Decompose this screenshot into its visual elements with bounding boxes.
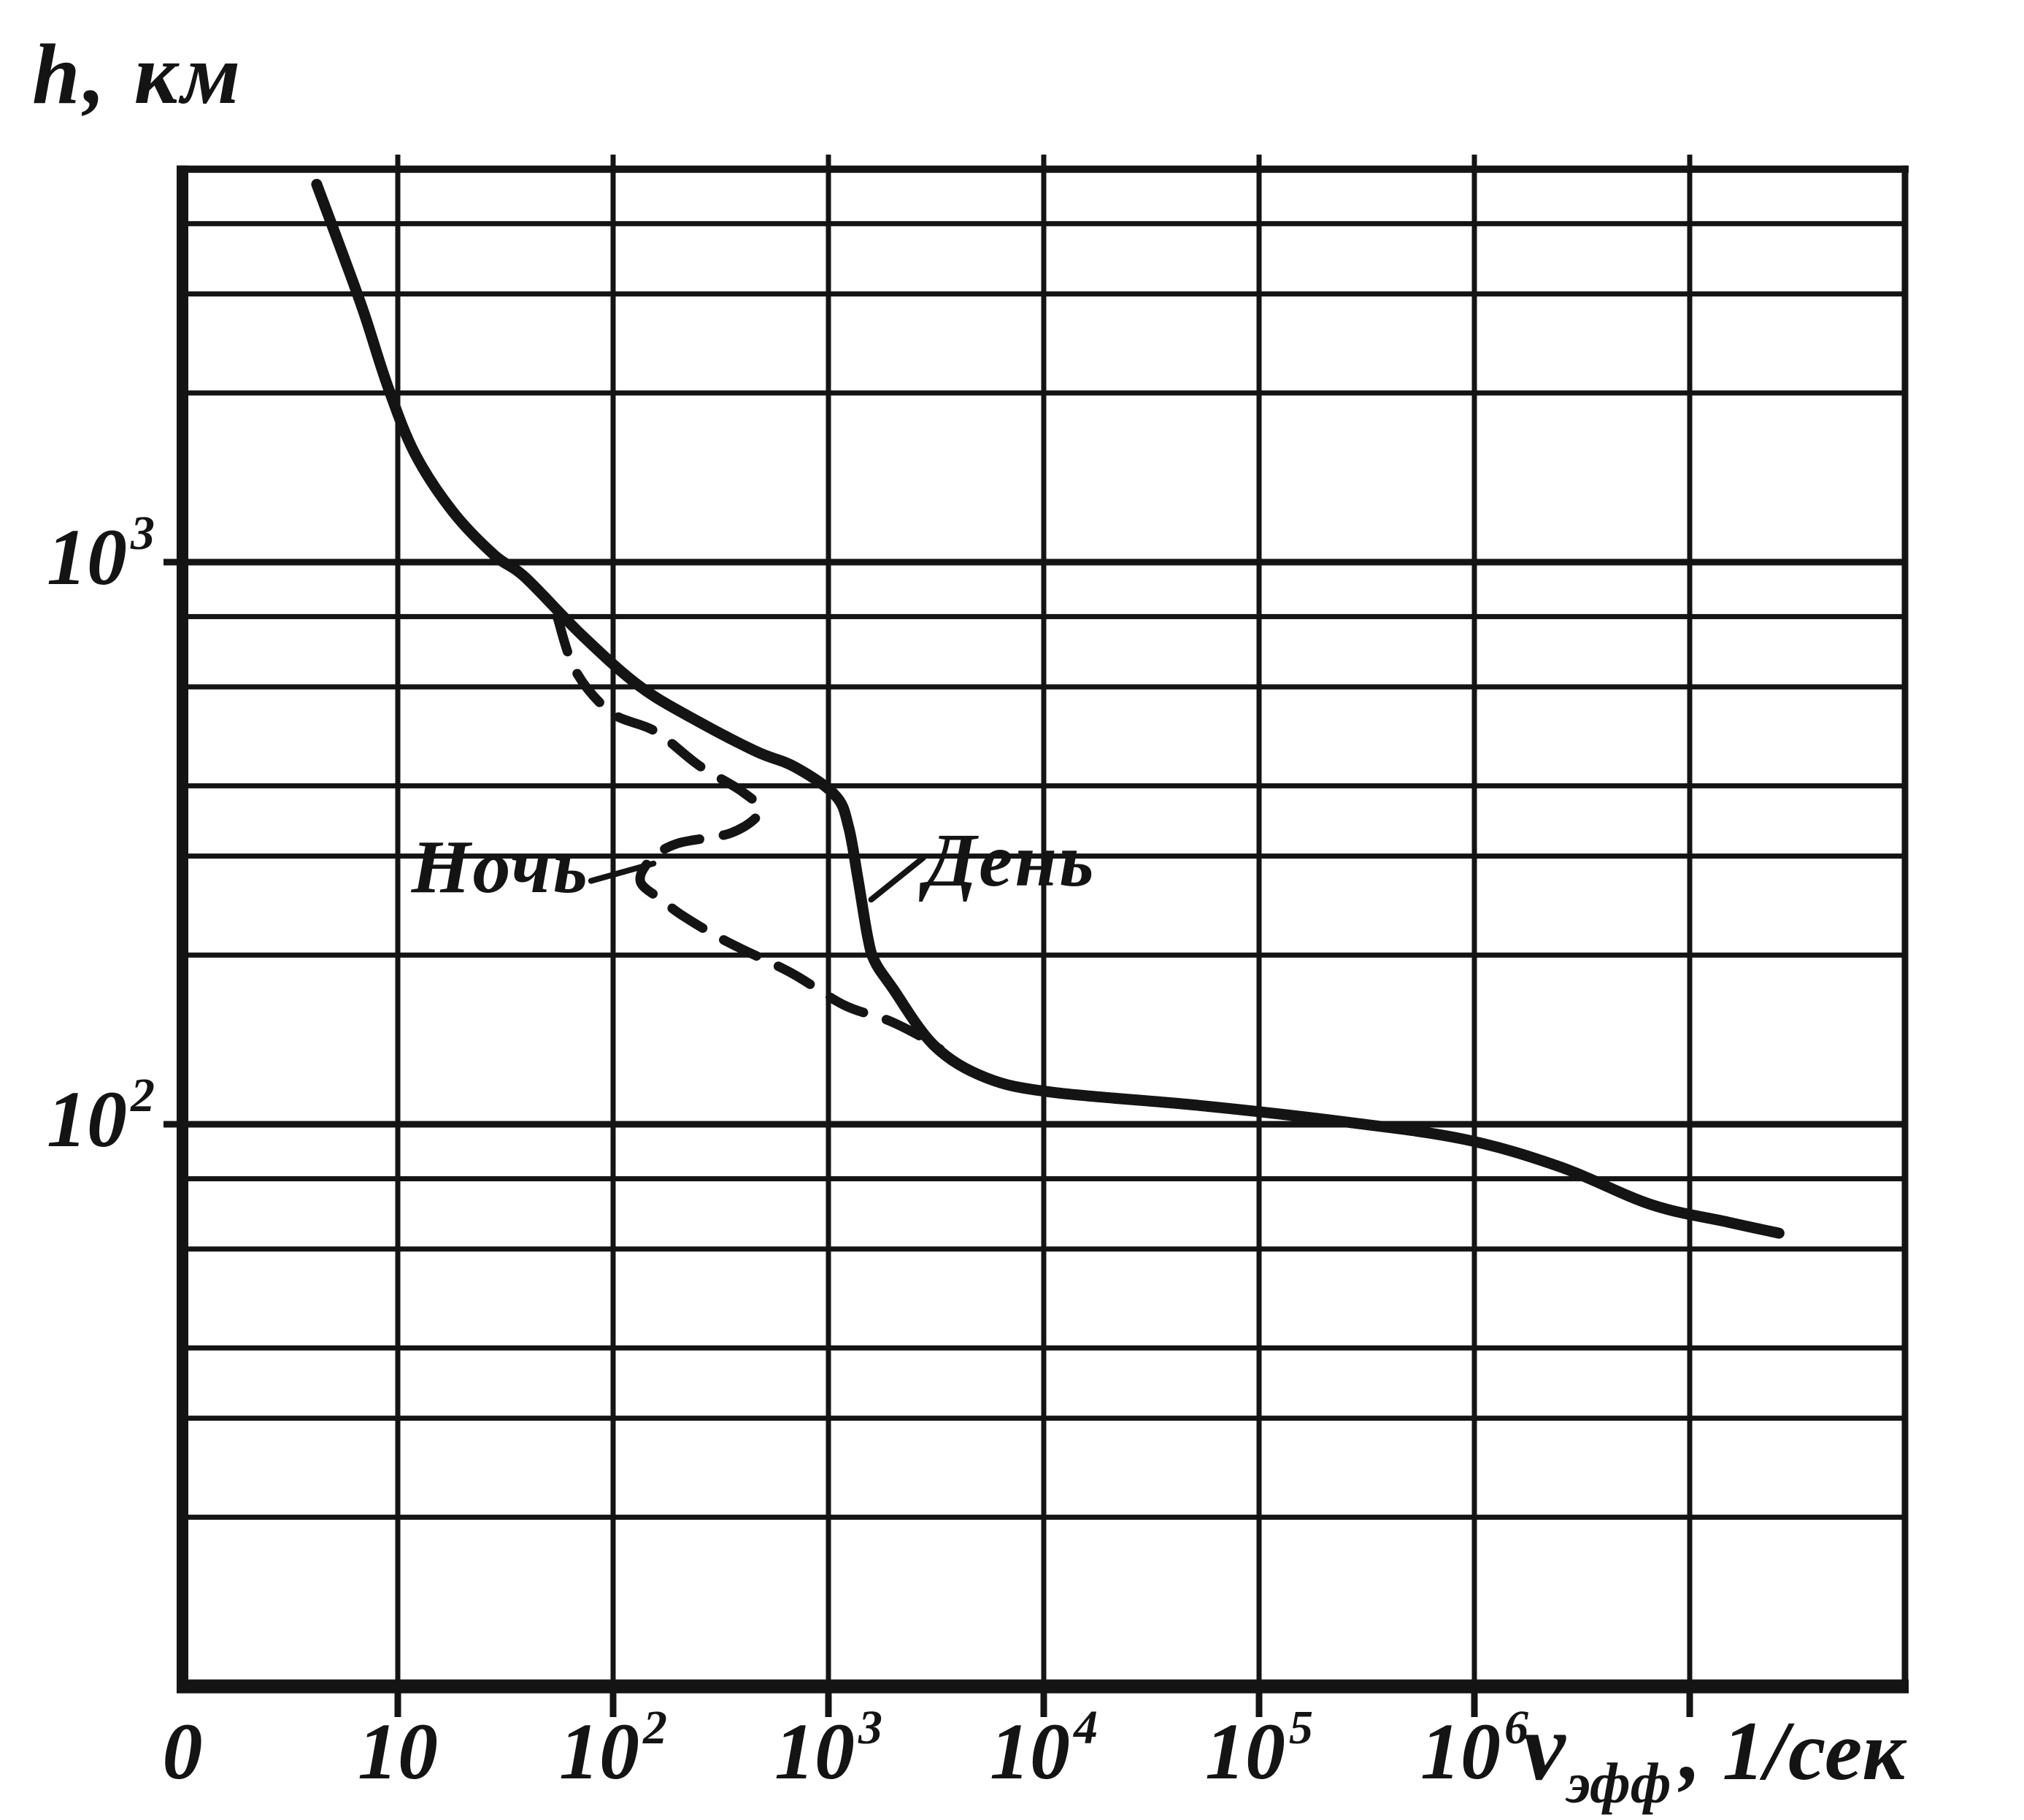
grid-lines [163, 154, 1905, 1717]
x-tick-label: 0 [162, 1707, 203, 1796]
x-tick-label: 106 [1420, 1701, 1528, 1796]
curve-label-day: День [925, 818, 1096, 902]
x-tick-label: 103 [774, 1701, 882, 1796]
nu-symbol: ν [1523, 1693, 1566, 1800]
curve-label-night: Ночь [411, 824, 590, 909]
night-curve [552, 612, 945, 1054]
x-tick-label: 105 [1205, 1701, 1313, 1796]
day-curve [311, 179, 1785, 1239]
y-axis-title: h, км [32, 26, 245, 122]
y-tick-label: 103 [47, 507, 155, 602]
y-tick-label: 102 [47, 1069, 155, 1164]
x-tick-label: 104 [990, 1701, 1098, 1796]
x-axis-unit: , 1/сек [1679, 1705, 1906, 1798]
plot-frame [177, 165, 1909, 1694]
nu-subscript: эфф [1566, 1751, 1671, 1815]
x-tick-label: 102 [559, 1701, 667, 1796]
x-tick-label: 10 [358, 1707, 438, 1796]
leader-line-night [588, 860, 657, 884]
leader-line-day [868, 854, 927, 903]
x-axis-title: νэфф, 1/сек [1523, 1691, 1906, 1815]
curves [311, 179, 1785, 1239]
